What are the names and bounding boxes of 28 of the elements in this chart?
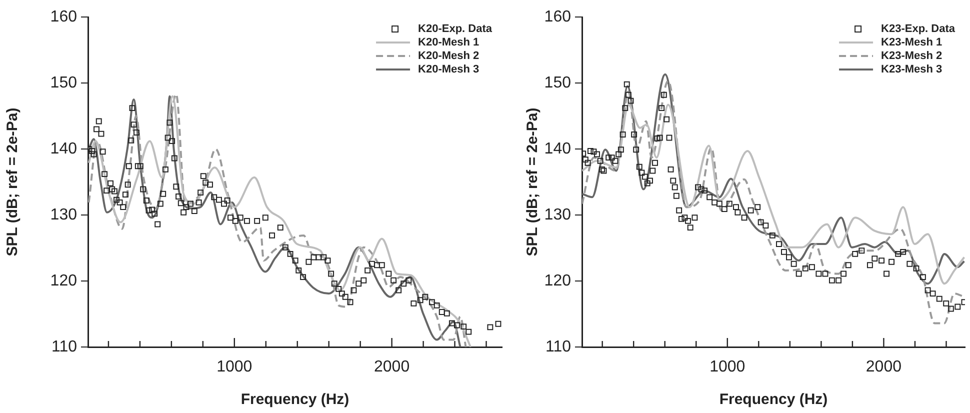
legend-label: K20-Mesh 1: [418, 36, 480, 49]
y-axis-title: SPL (dB; ref = 2e-Pa): [524, 108, 542, 256]
y-tick-label: 130: [544, 206, 572, 224]
y-tick-label: 120: [50, 272, 78, 290]
y-tick-label: 130: [50, 206, 78, 224]
x-tick-label: 2000: [374, 358, 410, 376]
x-tick-label: 2000: [866, 358, 902, 376]
y-tick-label: 150: [50, 74, 78, 92]
legend-label: K20-Exp. Data: [418, 23, 493, 36]
y-tick-label: 140: [50, 140, 78, 158]
y-tick-label: 110: [545, 338, 572, 356]
x-tick-label: 1000: [710, 358, 746, 376]
y-tick-label: 160: [544, 8, 572, 26]
y-tick-label: 120: [544, 272, 572, 290]
legend-label: K20-Mesh 2: [418, 50, 480, 62]
y-axis-title: SPL (dB; ref = 2e-Pa): [4, 108, 22, 256]
y-tick-label: 150: [544, 74, 572, 92]
legend-label: K23-Mesh 3: [881, 64, 942, 76]
y-tick-label: 110: [51, 338, 78, 356]
x-tick-label: 1000: [216, 358, 252, 376]
legend-label: K23-Mesh 1: [881, 36, 942, 49]
x-axis-title: Frequency (Hz): [240, 391, 350, 408]
x-axis-title: Frequency (Hz): [719, 391, 828, 408]
y-tick-label: 140: [544, 140, 572, 158]
legend-label: K23-Exp. Data: [881, 23, 956, 36]
legend-label: K20-Mesh 3: [418, 64, 480, 76]
y-tick-label: 160: [50, 8, 78, 26]
legend-label: K23-Mesh 2: [881, 50, 942, 62]
